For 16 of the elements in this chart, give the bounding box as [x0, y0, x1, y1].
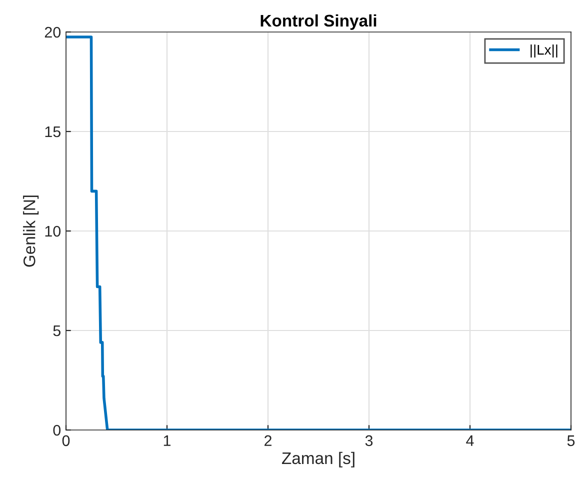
y-tick-label: 0: [53, 424, 61, 436]
y-tick-label: 5: [53, 326, 60, 336]
x-tick-label: 5: [567, 435, 575, 446]
x-axis-title: Zaman [s]: [282, 452, 354, 468]
x-tick-label: 2: [264, 435, 272, 446]
line-series: [66, 36, 571, 430]
x-tick-label: 3: [365, 435, 373, 446]
legend-label: ||Lx||: [530, 44, 558, 58]
y-tick-label: 10: [45, 226, 61, 237]
chart-title: Kontrol Sinyali: [260, 14, 376, 30]
y-tick-label: 15: [45, 126, 60, 138]
x-tick-label: 1: [164, 435, 171, 446]
x-tick-label: 0: [62, 435, 70, 446]
y-tick-label: 20: [44, 26, 61, 38]
y-axis-title: Genlik [N]: [23, 196, 39, 267]
x-tick-label: 4: [466, 435, 474, 446]
